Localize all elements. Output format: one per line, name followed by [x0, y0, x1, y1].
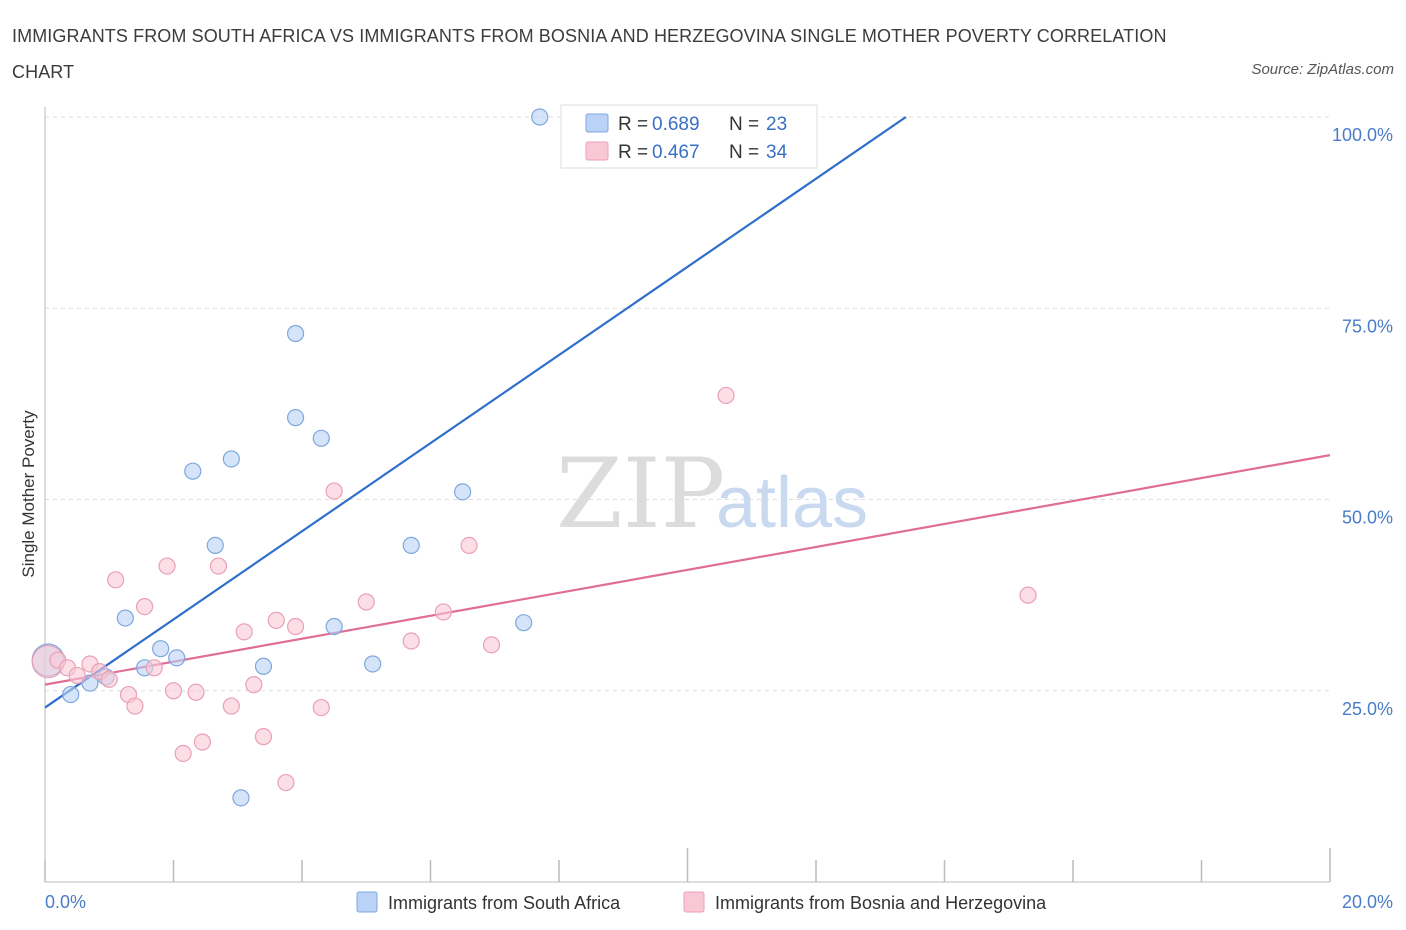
data-point-series-1: [81, 674, 99, 692]
data-points: [31, 108, 1037, 807]
data-point-series-2: [145, 659, 163, 677]
data-point-series-2: [68, 666, 86, 685]
source-label: Source: ZipAtlas.com: [1251, 61, 1394, 78]
data-point-series-2: [187, 683, 205, 701]
legend-r-label-2: R =: [618, 142, 648, 163]
data-point-series-1: [254, 657, 273, 675]
axes: [44, 107, 1331, 883]
data-point-series-1: [286, 324, 305, 343]
data-point-series-2: [717, 386, 735, 405]
data-point-series-1: [402, 536, 420, 555]
legend-r-value-1: 0.689: [652, 114, 700, 135]
y-tick-label: 25.0%: [1342, 699, 1393, 719]
chart-title: IMMIGRANTS FROM SOUTH AFRICA VS IMMIGRAN…: [12, 26, 1167, 82]
data-point-series-2: [460, 536, 478, 555]
data-point-series-2: [158, 557, 176, 575]
series-label-2: Immigrants from Bosnia and Herzegovina: [715, 893, 1047, 913]
data-point-series-2: [245, 676, 263, 694]
data-point-series-2: [209, 557, 228, 575]
legend-n-label-1: N =: [729, 114, 759, 135]
data-point-series-2: [100, 670, 118, 688]
data-point-series-2: [222, 697, 240, 715]
y-tick-label: 50.0%: [1342, 508, 1393, 528]
data-point-series-1: [184, 462, 202, 480]
trend-lines: [44, 116, 1331, 709]
data-point-series-2: [174, 744, 192, 763]
data-point-series-1: [206, 536, 224, 555]
series-legend: Immigrants from South Africa Immigrants …: [356, 891, 1047, 913]
data-point-series-2: [357, 593, 375, 611]
legend-n-value-2: 34: [766, 142, 788, 163]
data-point-series-1: [116, 609, 134, 627]
data-point-series-1: [222, 450, 240, 468]
data-point-series-2: [235, 623, 253, 641]
watermark: ZIP atlas: [556, 438, 868, 550]
data-point-series-1: [454, 483, 472, 501]
data-point-series-2: [434, 603, 452, 621]
data-point-series-2: [267, 611, 285, 629]
series-label-1: Immigrants from South Africa: [388, 893, 621, 913]
legend-swatch-pink: [585, 141, 609, 161]
y-tick-label: 75.0%: [1342, 316, 1393, 336]
legend-swatch-blue: [585, 113, 609, 133]
data-point-series-2: [107, 571, 125, 589]
watermark-atlas: atlas: [716, 463, 868, 543]
trend-line-1: [44, 116, 907, 709]
data-point-series-2: [135, 597, 154, 616]
legend-r-value-2: 0.467: [652, 142, 700, 163]
correlation-legend: R = 0.689 N = 23 R = 0.467 N = 34: [560, 104, 818, 169]
y-tick-label: 100.0%: [1332, 125, 1393, 145]
data-point-series-2: [286, 617, 305, 636]
data-point-series-2: [312, 698, 330, 717]
data-point-series-1: [531, 108, 549, 126]
series-swatch-blue: [356, 891, 378, 913]
data-point-series-1: [312, 429, 330, 447]
x-tick-label: 20.0%: [1342, 892, 1393, 912]
y-tick-labels: 25.0% 50.0% 75.0% 100.0%: [1332, 125, 1393, 719]
data-point-series-2: [193, 733, 212, 751]
x-tick-label: 0.0%: [45, 892, 86, 912]
data-point-series-2: [254, 728, 273, 746]
data-point-series-2: [1019, 586, 1037, 604]
legend-r-label-1: R =: [618, 114, 648, 135]
series-swatch-pink: [683, 891, 705, 913]
data-point-series-2: [126, 697, 144, 715]
data-point-series-1: [168, 649, 186, 667]
data-point-series-2: [164, 682, 183, 700]
legend-n-label-2: N =: [729, 142, 759, 163]
grid-lines: [45, 116, 1330, 692]
data-point-series-1: [152, 640, 170, 658]
data-point-series-1: [515, 614, 533, 632]
trend-line-2: [44, 454, 1331, 686]
x-tick-labels: 0.0% 20.0%: [45, 892, 1393, 912]
watermark-zip: ZIP: [556, 438, 725, 550]
data-point-series-2: [402, 632, 420, 650]
y-axis-title: Single Mother Poverty: [19, 410, 38, 578]
data-point-series-1: [232, 789, 250, 807]
data-point-series-2: [277, 773, 295, 792]
data-point-series-1: [364, 655, 382, 673]
data-point-series-2: [325, 482, 343, 500]
data-point-series-2: [482, 636, 501, 654]
data-point-series-1: [325, 617, 343, 636]
legend-n-value-1: 23: [766, 114, 787, 135]
data-point-series-1: [62, 685, 80, 704]
data-point-series-1: [286, 409, 305, 427]
